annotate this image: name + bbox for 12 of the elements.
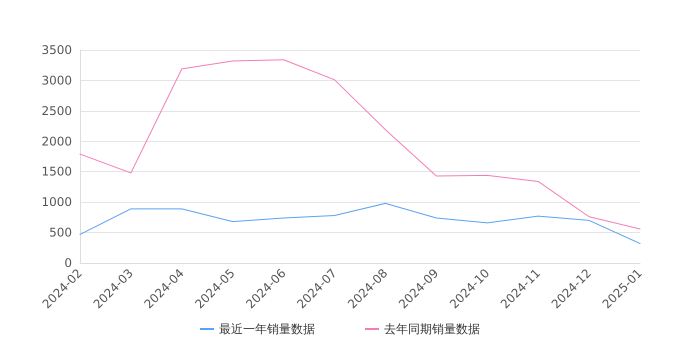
y-tick-label: 500 (49, 226, 72, 240)
y-tick-label: 3000 (41, 73, 72, 88)
y-tick-label: 2500 (41, 104, 72, 118)
y-tick-label: 3500 (41, 43, 72, 57)
y-tick-label: 2000 (41, 134, 72, 148)
y-tick-label: 0 (64, 256, 72, 270)
line-series (80, 202, 640, 244)
y-tick-label: 1000 (41, 195, 72, 210)
y-tick-label: 1500 (41, 164, 72, 179)
legend-label: 最近一年销量数据 (219, 322, 315, 336)
line-series (80, 59, 640, 230)
legend-label: 去年同期销量数据 (384, 322, 480, 336)
